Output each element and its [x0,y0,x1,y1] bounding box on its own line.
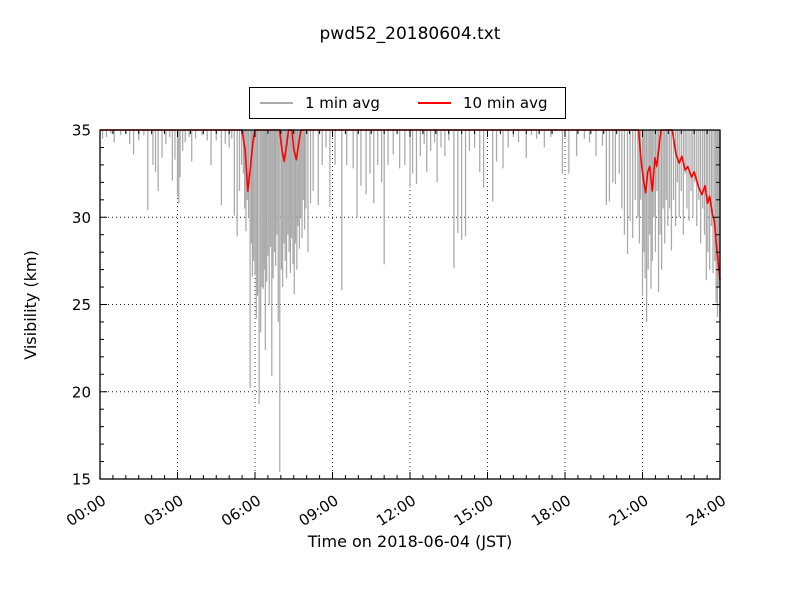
x-tick-labels: 00:00 03:00 06:00 09:00 12:00 15:00 18:00 21:00… [63,491,729,530]
y-axis-label: Visibility (km) [21,250,40,359]
plot-frame [99,129,721,480]
y-tick-label: 30 [72,209,91,227]
x-tick-label: 18:00 [528,491,574,530]
y-tick-label: 15 [72,471,91,489]
series-1min-avg [101,130,721,473]
line-10min-avg [100,129,721,281]
legend: 1 min avg 10 min avg [249,87,566,119]
x-tick-label: 24:00 [683,491,729,530]
x-tick-label: 03:00 [141,491,187,530]
y-tick-label: 20 [72,383,91,401]
gridlines [100,130,720,479]
legend-label-1min-avg: 1 min avg [305,94,380,112]
series-10min-avg [100,129,721,281]
y-tick-labels: 15 20 25 30 35 [72,122,91,489]
chart-title: pwd52_20180604.txt [320,24,501,44]
x-tick-label: 15:00 [451,491,497,530]
y-tick-label: 25 [72,296,91,314]
x-tick-label: 09:00 [296,491,342,530]
axes-spines [99,129,721,480]
x-axis-label: Time on 2018-06-04 (JST) [307,532,512,551]
legend-label-10min-avg: 10 min avg [462,94,548,112]
legend-line-1min-avg [260,102,293,104]
x-tick-label: 12:00 [373,491,419,530]
x-tick-label: 00:00 [63,491,109,530]
x-tick-label: 21:00 [606,491,652,530]
x-tick-label: 06:00 [218,491,264,530]
y-tick-label: 35 [72,122,91,140]
legend-line-10min-avg [417,102,451,104]
